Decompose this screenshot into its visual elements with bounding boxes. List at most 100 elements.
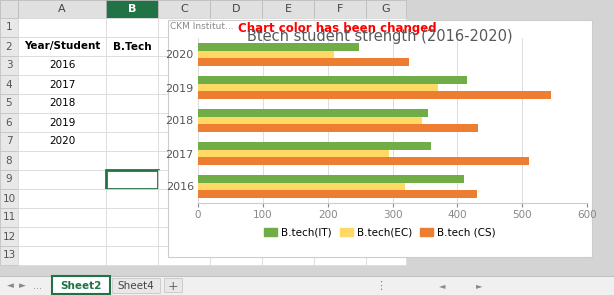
Text: ►: ► — [476, 281, 482, 291]
Bar — [198, 91, 551, 99]
Bar — [52, 276, 110, 294]
Bar — [210, 0, 262, 18]
Bar — [198, 42, 359, 50]
Text: F: F — [337, 4, 343, 14]
Bar — [366, 132, 406, 151]
Text: Btech student strength (2016-2020): Btech student strength (2016-2020) — [247, 29, 513, 44]
Bar — [262, 189, 314, 208]
Bar — [314, 18, 366, 37]
Bar — [0, 75, 18, 94]
Bar — [106, 132, 158, 151]
Bar — [198, 142, 432, 150]
Bar — [262, 0, 314, 18]
Text: D: D — [231, 4, 240, 14]
Bar — [0, 227, 18, 246]
Text: 7: 7 — [6, 137, 12, 147]
Bar — [158, 37, 210, 56]
Bar — [18, 18, 106, 37]
Bar — [198, 158, 529, 165]
Text: ◄: ◄ — [439, 281, 445, 291]
Bar — [18, 246, 106, 265]
Bar — [198, 50, 334, 58]
Bar — [210, 94, 262, 113]
Bar — [210, 132, 262, 151]
Bar — [106, 0, 158, 18]
Bar — [262, 113, 314, 132]
Bar — [158, 75, 210, 94]
Bar — [18, 56, 106, 75]
Bar — [314, 189, 366, 208]
Bar — [314, 0, 366, 18]
Bar — [158, 170, 210, 189]
Bar — [0, 94, 18, 113]
Bar — [18, 113, 106, 132]
Text: 3: 3 — [6, 60, 12, 71]
Text: CKM Institut...: CKM Institut... — [170, 22, 233, 31]
Text: B.Tech: B.Tech — [113, 42, 151, 52]
Bar — [0, 151, 18, 170]
Bar — [314, 208, 366, 227]
Bar — [0, 132, 18, 151]
Bar — [106, 151, 158, 170]
Bar — [0, 189, 18, 208]
Bar — [198, 175, 464, 183]
Bar — [262, 227, 314, 246]
Bar — [18, 0, 106, 18]
Bar — [210, 56, 262, 75]
Text: ►: ► — [18, 281, 25, 291]
Bar — [168, 20, 592, 257]
Bar — [210, 246, 262, 265]
Bar — [198, 58, 409, 66]
Bar — [158, 18, 210, 37]
Bar — [314, 113, 366, 132]
Bar — [106, 56, 158, 75]
Bar — [18, 132, 106, 151]
Text: G: G — [382, 4, 391, 14]
Bar — [366, 94, 406, 113]
Bar — [314, 132, 366, 151]
Bar — [158, 151, 210, 170]
Bar — [158, 208, 210, 227]
Bar — [262, 132, 314, 151]
Bar — [106, 75, 158, 94]
Bar — [314, 246, 366, 265]
Bar — [198, 83, 438, 91]
Bar — [210, 189, 262, 208]
Bar — [0, 208, 18, 227]
Bar — [106, 94, 158, 113]
Bar — [106, 113, 158, 132]
Bar — [314, 94, 366, 113]
Bar — [106, 189, 158, 208]
Bar — [0, 276, 614, 277]
Bar — [314, 37, 366, 56]
Text: 2: 2 — [6, 42, 12, 52]
Bar — [314, 56, 366, 75]
Bar — [18, 208, 106, 227]
Text: 1: 1 — [6, 22, 12, 32]
Bar — [18, 170, 106, 189]
Bar — [106, 208, 158, 227]
Text: 2017: 2017 — [49, 79, 75, 89]
Bar — [262, 170, 314, 189]
Bar — [0, 246, 18, 265]
Bar — [262, 208, 314, 227]
Bar — [18, 94, 106, 113]
Text: 9: 9 — [6, 175, 12, 184]
Bar — [164, 278, 182, 292]
Bar — [262, 56, 314, 75]
Bar — [0, 277, 614, 295]
Bar — [158, 0, 210, 18]
Legend: B.tech(IT), B.tech(EC), B.tech (CS): B.tech(IT), B.tech(EC), B.tech (CS) — [260, 223, 500, 242]
Bar — [210, 75, 262, 94]
Bar — [158, 246, 210, 265]
Bar — [198, 109, 428, 117]
Bar — [158, 189, 210, 208]
Text: 8: 8 — [6, 155, 12, 165]
Bar — [366, 227, 406, 246]
Bar — [0, 56, 18, 75]
Text: 12: 12 — [2, 232, 15, 242]
Bar — [198, 117, 422, 124]
Bar — [262, 37, 314, 56]
Bar — [262, 75, 314, 94]
Text: Chart color has been changed: Chart color has been changed — [238, 22, 437, 35]
